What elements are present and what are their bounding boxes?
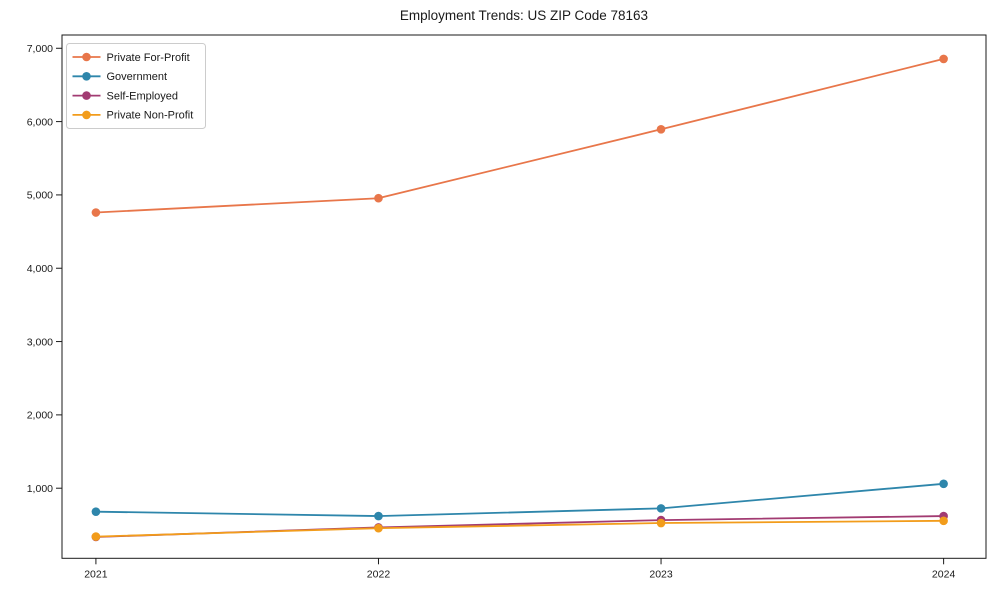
legend-marker-private-non-profit	[82, 110, 91, 120]
x-tick-label: 2023	[649, 568, 673, 580]
data-point-private-for-profit	[374, 193, 383, 203]
data-point-private-for-profit	[91, 208, 101, 217]
chart-title: Employment Trends: US ZIP Code 78163	[400, 8, 648, 23]
y-tick-label: 3,000	[27, 336, 53, 348]
x-tick-label: 2022	[367, 568, 391, 580]
x-tick-label: 2021	[84, 568, 108, 580]
series-line-private-for-profit	[95, 58, 945, 214]
legend-label-government: Government	[107, 71, 168, 83]
data-point-private-non-profit	[374, 523, 383, 533]
legend-label-private-for-profit: Private For-Profit	[107, 52, 190, 64]
y-tick-label: 2,000	[27, 410, 53, 422]
data-point-government	[939, 479, 948, 489]
data-point-government	[656, 504, 666, 513]
legend-box	[66, 43, 206, 129]
legend-marker-self-employed	[82, 91, 91, 100]
data-point-private-for-profit	[656, 124, 666, 134]
data-point-government	[374, 511, 383, 521]
legend-marker-government	[82, 72, 91, 81]
legend-label-private-non-profit: Private Non-Profit	[107, 110, 194, 122]
x-tick-label: 2024	[932, 568, 956, 580]
legend-label-self-employed: Self-Employed	[107, 90, 179, 102]
plot-frame	[61, 34, 987, 559]
y-tick-label: 5,000	[27, 190, 53, 202]
data-point-private-non-profit	[656, 518, 666, 528]
data-point-private-non-profit	[91, 532, 101, 541]
series-line-private-non-profit	[95, 519, 945, 538]
data-point-private-non-profit	[939, 516, 948, 526]
legend-marker-private-for-profit	[82, 52, 91, 62]
y-tick-label: 1,000	[27, 483, 53, 495]
data-point-private-for-profit	[939, 54, 948, 64]
series-line-self-employed	[95, 515, 945, 538]
y-tick-label: 6,000	[27, 116, 53, 128]
series-line-government	[95, 482, 945, 517]
y-tick-label: 4,000	[27, 263, 53, 275]
y-tick-label: 7,000	[27, 43, 53, 55]
data-point-government	[91, 507, 101, 516]
